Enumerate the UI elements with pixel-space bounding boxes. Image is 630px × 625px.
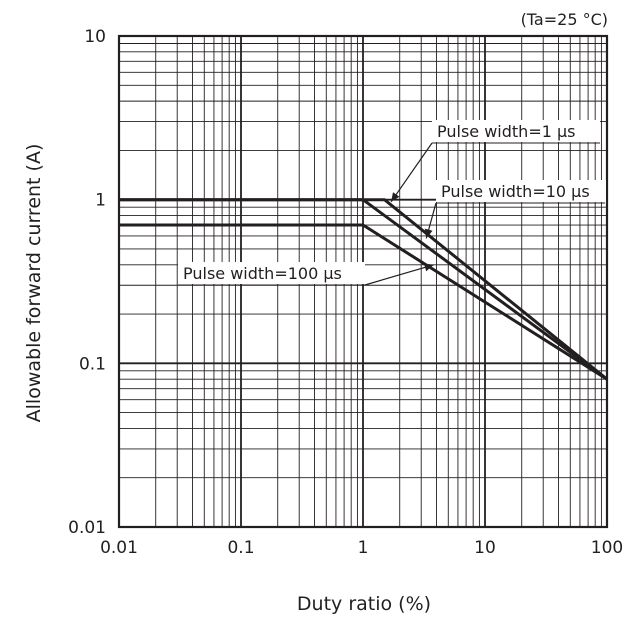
y-tick-label: 10 bbox=[84, 27, 106, 47]
annotation-label: Pulse width=100 µs bbox=[183, 264, 342, 283]
x-tick-label: 100 bbox=[591, 538, 623, 558]
y-axis-label: Allowable forward current (A) bbox=[23, 144, 45, 423]
tick-labels: 0.01 0.1 1 10 100 0.01 0.1 1 10 bbox=[68, 27, 623, 558]
annotation-background bbox=[436, 180, 606, 202]
annotation-label: Pulse width=10 µs bbox=[441, 182, 590, 201]
x-axis-label: Duty ratio (%) bbox=[297, 593, 431, 615]
annotation-10us: Pulse width=10 µs bbox=[424, 180, 606, 239]
x-tick-label: 1 bbox=[358, 538, 369, 558]
series-line-2 bbox=[119, 198, 608, 381]
annotation-1us: Pulse width=1 µs bbox=[390, 120, 600, 203]
annotation-leader bbox=[364, 264, 434, 286]
x-tick-label: 0.1 bbox=[227, 538, 254, 558]
y-tick-label: 0.01 bbox=[68, 518, 106, 538]
series-line-3 bbox=[119, 223, 608, 381]
x-tick-label: 0.01 bbox=[100, 538, 138, 558]
annotation-background bbox=[432, 120, 600, 142]
y-tick-label: 0.1 bbox=[79, 354, 106, 374]
y-tick-label: 1 bbox=[95, 191, 106, 211]
annotations: Pulse width=1 µs Pulse width=10 µs Pulse w… bbox=[178, 120, 606, 286]
plot-border bbox=[117, 34, 609, 529]
condition-label: (Ta=25 °C) bbox=[521, 10, 608, 29]
annotation-leader bbox=[390, 142, 433, 203]
x-tick-label: 10 bbox=[474, 538, 496, 558]
series-lines bbox=[119, 198, 608, 381]
annotation-arrowhead bbox=[424, 228, 433, 239]
annotation-100us: Pulse width=100 µs bbox=[178, 262, 434, 286]
annotation-arrowhead bbox=[424, 263, 434, 272]
annotation-arrowhead bbox=[391, 192, 400, 202]
annotation-label: Pulse width=1 µs bbox=[437, 122, 576, 141]
plot-frame bbox=[117, 34, 609, 529]
annotation-background bbox=[178, 262, 365, 284]
